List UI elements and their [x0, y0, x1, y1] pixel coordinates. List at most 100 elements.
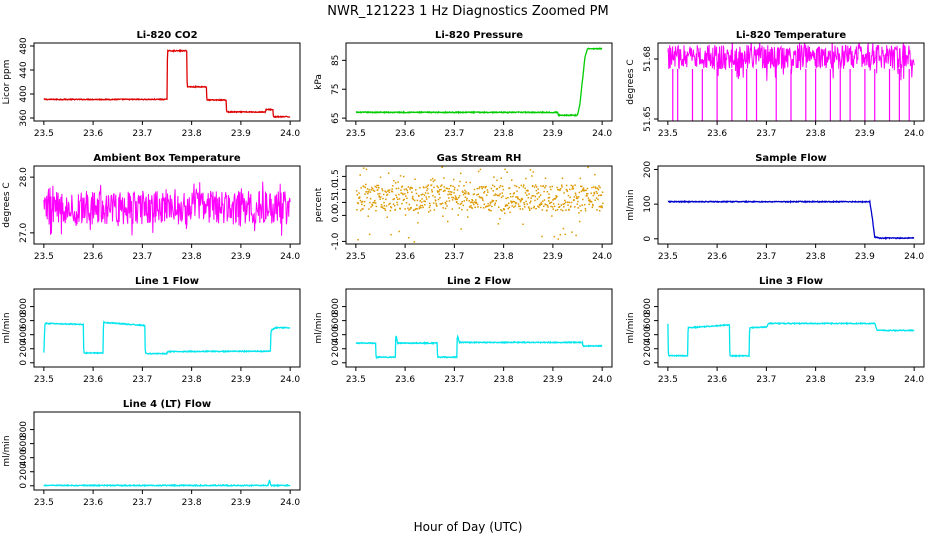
panel-line-1-flow-ytick-label-4: 800: [19, 298, 29, 315]
panel-gas-stream-rh-point: [480, 206, 482, 209]
panel-gas-stream-rh-point: [432, 180, 435, 183]
panel-gas-stream-rh-point: [546, 204, 549, 207]
panel-gas-stream-rh-point: [359, 196, 361, 198]
panel-line-4-lt-flow-series: [43, 479, 291, 488]
panel-line-3-flow-ytick-label-2: 400: [643, 326, 653, 343]
panel-gas-stream-rh-point: [578, 212, 580, 214]
panel-gas-stream-rh-point: [395, 194, 397, 196]
panel-gas-stream-rh-point: [464, 189, 466, 192]
panel-gas-stream-rh-point: [417, 222, 419, 224]
panel-gas-stream-rh-point: [445, 200, 448, 203]
panel-gas-stream-rh-point: [388, 189, 391, 191]
panel-gas-stream-rh-point: [462, 204, 464, 207]
panel-gas-stream-rh-point: [425, 198, 428, 200]
panel-gas-stream-rh-xtick-label-0: 23.5: [346, 252, 366, 262]
panel-gas-stream-rh-point: [519, 201, 522, 203]
panel-gas-stream-rh-point: [543, 205, 545, 207]
panel-line-1-flow-ytick-label-1: 200: [19, 340, 29, 357]
panel-gas-stream-rh-point: [539, 194, 542, 196]
panel-gas-stream-rh-point: [395, 187, 398, 190]
panel-gas-stream-rh-point: [547, 206, 549, 208]
panel-sample-flow-xtick-label-3: 23.8: [806, 252, 826, 262]
panel-gas-stream-rh-point: [360, 187, 362, 189]
panel-gas-stream-rh-point: [436, 185, 438, 187]
panel-line-3-flow-ylabel: ml/min: [626, 312, 636, 343]
panel-line-4-lt-flow-ytick-label-0: 0: [19, 483, 29, 489]
panel-sample-flow-ytick-label-1: 100: [643, 195, 653, 212]
panel-gas-stream-rh-point: [469, 181, 471, 184]
panel-gas-stream-rh-point: [529, 202, 531, 204]
panel-gas-stream-rh-point: [549, 186, 551, 188]
panel-gas-stream-rh-point: [598, 205, 601, 208]
panel-gas-stream-rh-point: [497, 194, 499, 196]
panel-li-820-co2-ytick-label-0: 360: [19, 109, 29, 126]
panel-gas-stream-rh-point: [385, 198, 387, 201]
panel-gas-stream-rh-point: [480, 186, 483, 188]
panel-li-820-temperature: Li-820 Temperature degrees C 23.5 23.6 23.7 2…: [626, 30, 925, 139]
panel-gas-stream-rh-point: [384, 190, 386, 192]
panel-gas-stream-rh-point: [525, 200, 527, 203]
panel-line-3-flow-title: Line 3 Flow: [759, 276, 823, 287]
panel-gas-stream-rh-point: [537, 192, 540, 194]
panel-gas-stream-rh-point: [368, 208, 370, 210]
panel-li-820-temperature-xtick-label-0: 23.5: [658, 129, 678, 139]
panel-gas-stream-rh-point: [366, 191, 368, 193]
panel-gas-stream-rh-point: [597, 194, 600, 197]
panel-gas-stream-rh-point: [545, 204, 547, 206]
panel-li-820-co2-ylabel: Licor ppm: [2, 60, 12, 105]
panel-line-2-flow-xtick-label-4: 23.9: [543, 375, 563, 385]
panel-gas-stream-rh-point: [470, 205, 472, 207]
panel-gas-stream-rh-point: [416, 199, 419, 202]
panel-gas-stream-rh-point: [369, 197, 372, 200]
panel-gas-stream-rh-point: [365, 168, 368, 171]
panel-gas-stream-rh-point: [443, 186, 445, 188]
panel-gas-stream-rh-point: [531, 195, 533, 197]
panel-gas-stream-rh-point: [561, 186, 563, 188]
panel-gas-stream-rh-point: [450, 191, 453, 193]
panel-gas-stream-rh-point: [570, 184, 572, 187]
panel-gas-stream-rh-point: [477, 170, 480, 173]
panel-gas-stream-rh-point: [585, 189, 587, 192]
panel-gas-stream-rh-point: [517, 203, 520, 205]
panel-gas-stream-rh-point: [549, 201, 552, 204]
panel-gas-stream-rh-point: [385, 191, 387, 193]
panel-line-3-flow-ytick-label-3: 600: [643, 312, 653, 329]
panel-gas-stream-rh-point: [433, 186, 435, 189]
panel-gas-stream-rh-point: [511, 205, 513, 207]
panel-gas-stream-rh-point: [389, 210, 392, 212]
panel-gas-stream-rh: Gas Stream RH percent 23.5 23.6 23.7 23.8 23.9…: [314, 153, 613, 262]
panel-gas-stream-rh-point: [575, 234, 577, 237]
panel-gas-stream-rh-point: [501, 210, 503, 212]
panel-gas-stream-rh-point: [592, 194, 595, 197]
panel-gas-stream-rh-point: [575, 194, 577, 196]
panel-gas-stream-rh-point: [594, 186, 597, 188]
panel-line-3-flow-xtick-label-3: 23.8: [806, 375, 826, 385]
panels-group: Li-820 CO2 Licor ppm 23.5 23.6 23.7 23.8 23.9 2…: [2, 30, 925, 508]
panel-line-1-flow-xtick-label-0: 23.5: [34, 375, 54, 385]
panel-gas-stream-rh-point: [400, 192, 402, 194]
panel-gas-stream-rh-point: [502, 188, 505, 191]
panel-gas-stream-rh-point: [492, 190, 494, 192]
panel-line-4-lt-flow-xtick-label-0: 23.5: [34, 498, 54, 508]
panel-gas-stream-rh-point: [390, 206, 392, 208]
panel-gas-stream-rh-point: [587, 197, 590, 199]
panel-gas-stream-rh-point: [571, 186, 574, 188]
panel-gas-stream-rh-point: [362, 208, 364, 210]
panel-gas-stream-rh-point: [575, 197, 578, 200]
panel-gas-stream-rh-point: [454, 197, 456, 200]
panel-gas-stream-rh-point: [548, 196, 551, 199]
panel-gas-stream-rh-point: [428, 206, 431, 209]
panel-gas-stream-rh-point: [512, 200, 514, 203]
panel-gas-stream-rh-point: [448, 197, 450, 199]
panel-gas-stream-rh-point: [388, 203, 390, 206]
panel-gas-stream-rh-point: [500, 209, 502, 211]
panel-line-4-lt-flow-ytick-label-2: 400: [19, 449, 29, 466]
panel-gas-stream-rh-point: [550, 205, 552, 208]
panel-gas-stream-rh-point: [387, 172, 390, 174]
panel-gas-stream-rh-point: [515, 202, 518, 204]
panel-gas-stream-rh-point: [429, 202, 431, 205]
panel-gas-stream-rh-point: [539, 203, 541, 205]
panel-gas-stream-rh-point: [407, 237, 410, 239]
panel-line-2-flow-frame: [345, 288, 613, 368]
panel-gas-stream-rh-point: [393, 180, 395, 182]
